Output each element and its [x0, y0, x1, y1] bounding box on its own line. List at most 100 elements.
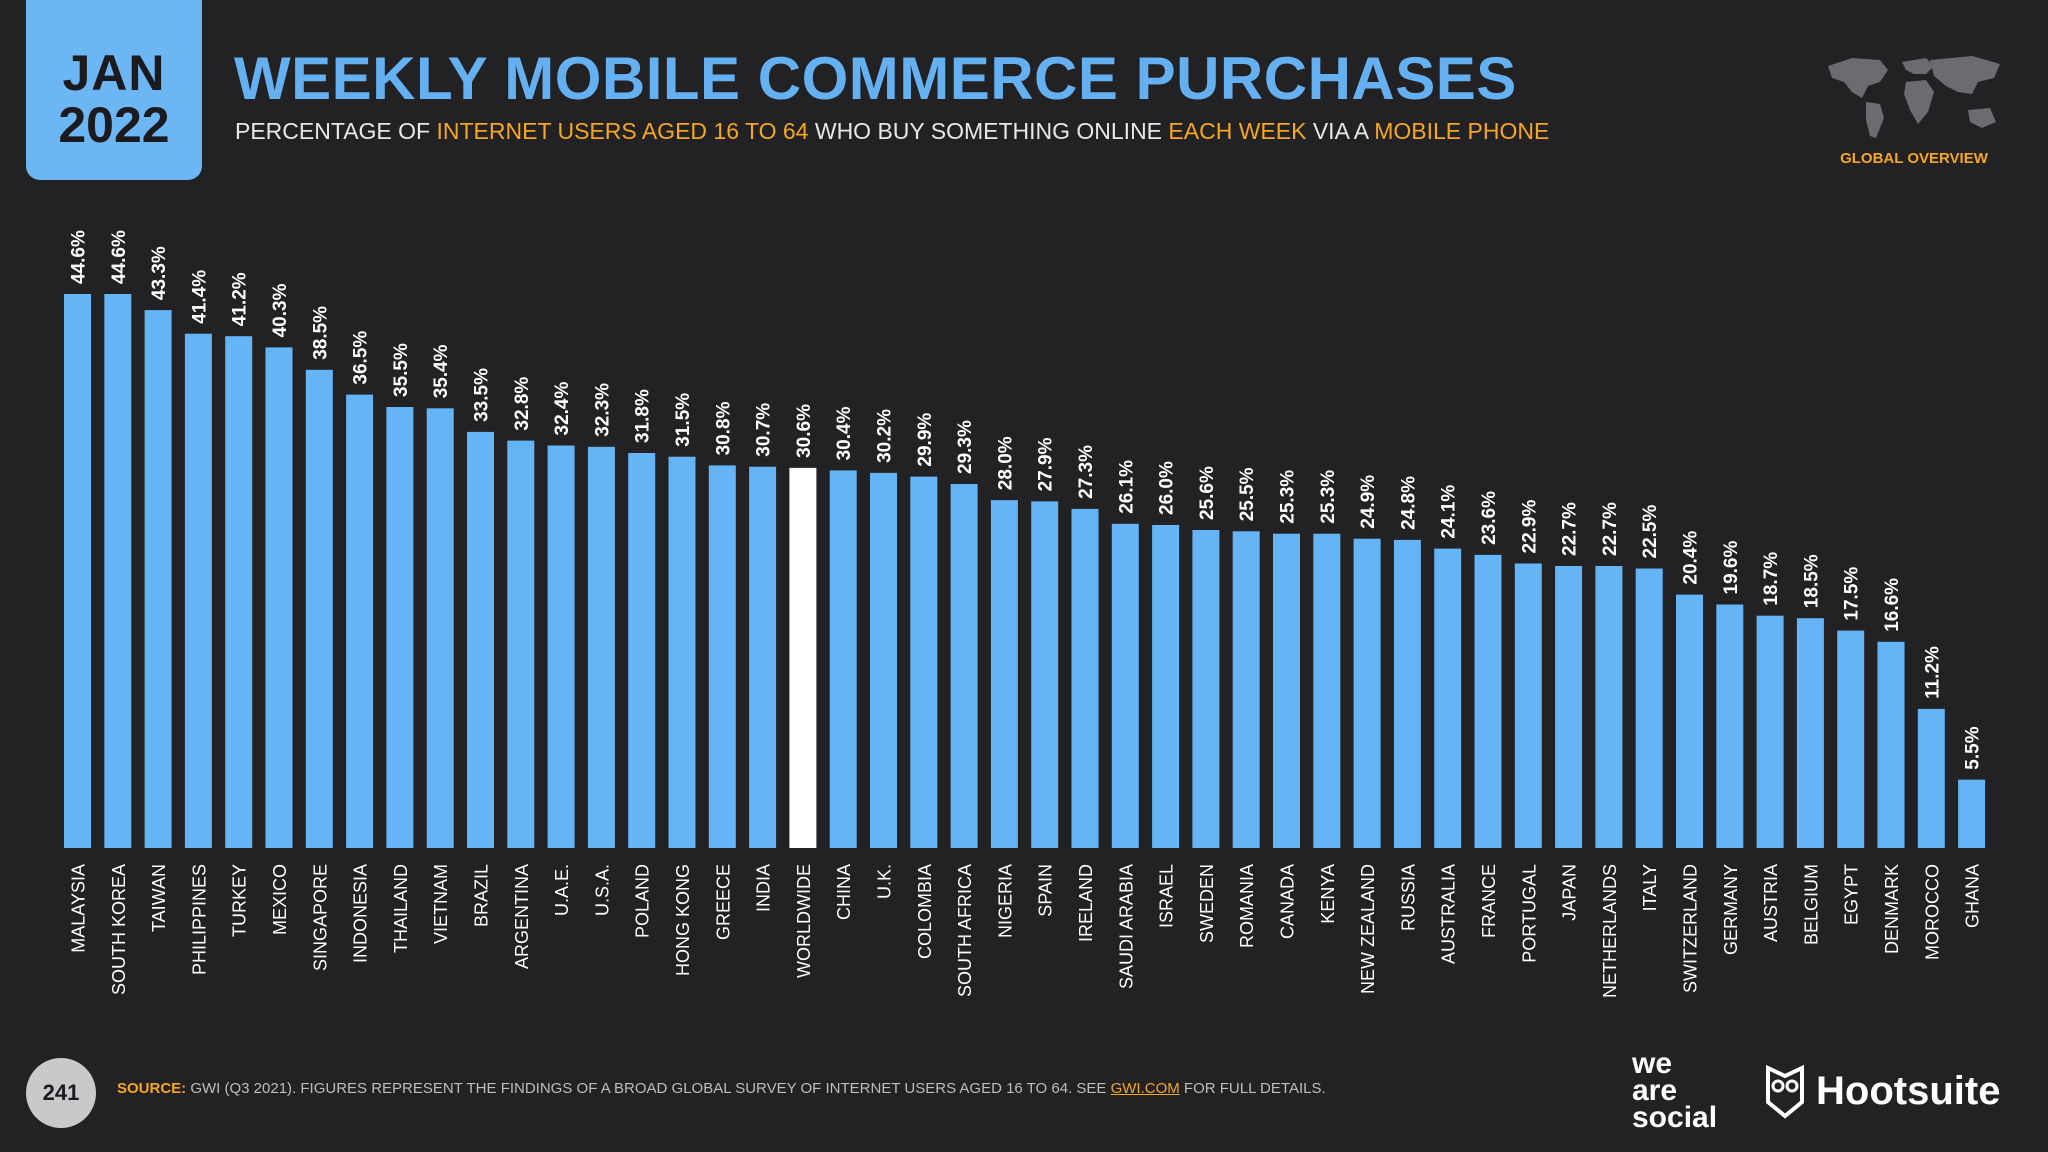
- bar-denmark: [1877, 641, 1905, 848]
- bar-south-africa: [950, 484, 978, 848]
- value-label: 35.4%: [431, 344, 452, 398]
- category-label: MALAYSIA: [69, 864, 89, 953]
- category-label: U.S.A.: [592, 864, 612, 916]
- we-are-social-logo: we are social: [1632, 1047, 1718, 1134]
- page-subtitle: PERCENTAGE OF INTERNET USERS AGED 16 TO …: [235, 118, 1549, 145]
- source-link[interactable]: GWI.COM: [1110, 1080, 1180, 1097]
- source-note: SOURCE: GWI (Q3 2021). FIGURES REPRESENT…: [117, 1080, 1326, 1097]
- value-label: 30.8%: [713, 401, 734, 455]
- value-label: 22.7%: [1600, 502, 1621, 556]
- category-label: NETHERLANDS: [1600, 864, 1620, 998]
- bar-thailand: [386, 407, 414, 848]
- bar-hong-kong: [668, 456, 696, 848]
- category-label: TURKEY: [230, 864, 250, 937]
- bar-u-a-e: [547, 445, 575, 848]
- value-label: 31.5%: [673, 393, 694, 447]
- category-label: SOUTH KOREA: [109, 864, 129, 995]
- subtitle-part: VIA A: [1306, 118, 1375, 144]
- category-label: POLAND: [633, 864, 653, 938]
- value-label: 22.5%: [1640, 505, 1661, 559]
- value-label: 35.5%: [391, 343, 412, 397]
- value-label: 23.6%: [1479, 491, 1500, 545]
- category-label: CHINA: [834, 864, 854, 920]
- bar-spain: [1031, 501, 1059, 848]
- value-label: 20.4%: [1681, 531, 1702, 585]
- value-label: 24.8%: [1398, 476, 1419, 530]
- category-label: RUSSIA: [1398, 864, 1418, 931]
- category-label: AUSTRIA: [1761, 864, 1781, 942]
- bar-canada: [1273, 533, 1300, 848]
- value-label: 18.5%: [1801, 554, 1822, 608]
- category-label: BRAZIL: [472, 864, 492, 927]
- value-label: 24.1%: [1439, 485, 1460, 539]
- value-label: 19.6%: [1721, 541, 1742, 595]
- value-label: 26.1%: [1116, 460, 1137, 514]
- category-label: KENYA: [1318, 864, 1338, 924]
- category-label: SAUDI ARABIA: [1116, 864, 1136, 989]
- category-label: JAPAN: [1560, 864, 1580, 921]
- category-label: THAILAND: [391, 864, 411, 953]
- bar-romania: [1232, 531, 1260, 848]
- logo-line: are: [1632, 1074, 1678, 1107]
- category-label: NIGERIA: [995, 864, 1015, 938]
- bar-portugal: [1514, 563, 1542, 848]
- value-label: 29.9%: [915, 413, 936, 467]
- bar-brazil: [467, 431, 494, 848]
- value-label: 26.0%: [1157, 461, 1178, 515]
- bar-russia: [1393, 539, 1421, 848]
- bar-south-korea: [104, 294, 132, 848]
- bar-israel: [1152, 525, 1180, 848]
- bar-switzerland: [1676, 594, 1703, 848]
- bar-u-s-a: [587, 446, 615, 848]
- bar-germany: [1716, 604, 1744, 848]
- value-label: 44.6%: [69, 230, 90, 284]
- value-label: 25.3%: [1278, 470, 1299, 524]
- value-label: 30.2%: [875, 409, 896, 463]
- value-label: 32.3%: [592, 383, 613, 437]
- value-label: 30.4%: [834, 406, 855, 460]
- category-label: GERMANY: [1721, 864, 1741, 955]
- value-label: 30.7%: [754, 403, 775, 457]
- page-title: WEEKLY MOBILE COMMERCE PURCHASES: [234, 45, 1517, 112]
- category-label: MEXICO: [270, 864, 290, 935]
- category-label: U.A.E.: [552, 864, 572, 916]
- value-label: 27.9%: [1036, 437, 1057, 491]
- bar-australia: [1434, 548, 1462, 848]
- category-label: BELGIUM: [1801, 864, 1821, 945]
- category-label: IRELAND: [1076, 864, 1096, 942]
- category-label: EGYPT: [1842, 864, 1862, 925]
- date-month: JAN: [62, 45, 166, 101]
- logo-line: social: [1632, 1101, 1718, 1134]
- bar-sweden: [1192, 530, 1220, 848]
- bar-turkey: [225, 336, 253, 848]
- bar-ghana: [1958, 779, 1986, 848]
- bar-u-k: [870, 472, 897, 848]
- category-label: SWITZERLAND: [1681, 864, 1701, 993]
- logo-line: we: [1632, 1047, 1673, 1080]
- category-label: GREECE: [713, 864, 733, 940]
- bar-malaysia: [64, 294, 91, 848]
- value-label: 16.6%: [1882, 578, 1903, 632]
- value-label: 41.4%: [189, 270, 210, 324]
- value-label: 25.6%: [1197, 466, 1218, 520]
- subtitle-part: PERCENTAGE OF: [235, 118, 437, 144]
- bar-china: [829, 470, 857, 848]
- category-label: VIETNAM: [431, 864, 451, 944]
- category-label: SOUTH AFRICA: [955, 864, 975, 997]
- value-label: 43.3%: [149, 246, 170, 300]
- value-label: 5.5%: [1963, 726, 1984, 769]
- category-label: INDONESIA: [351, 864, 371, 963]
- category-label: ISRAEL: [1157, 864, 1177, 928]
- category-label: SPAIN: [1036, 864, 1056, 917]
- bar-france: [1474, 554, 1502, 848]
- value-label: 25.3%: [1318, 470, 1339, 524]
- value-label: 30.6%: [794, 404, 815, 458]
- value-label: 24.9%: [1358, 475, 1379, 529]
- value-label: 17.5%: [1842, 567, 1863, 621]
- category-label: DENMARK: [1882, 864, 1902, 954]
- subtitle-highlight: MOBILE PHONE: [1374, 118, 1550, 144]
- bar-india: [749, 466, 777, 848]
- value-label: 25.5%: [1237, 467, 1258, 521]
- category-label: AUSTRALIA: [1439, 864, 1459, 964]
- value-label: 31.8%: [633, 389, 654, 443]
